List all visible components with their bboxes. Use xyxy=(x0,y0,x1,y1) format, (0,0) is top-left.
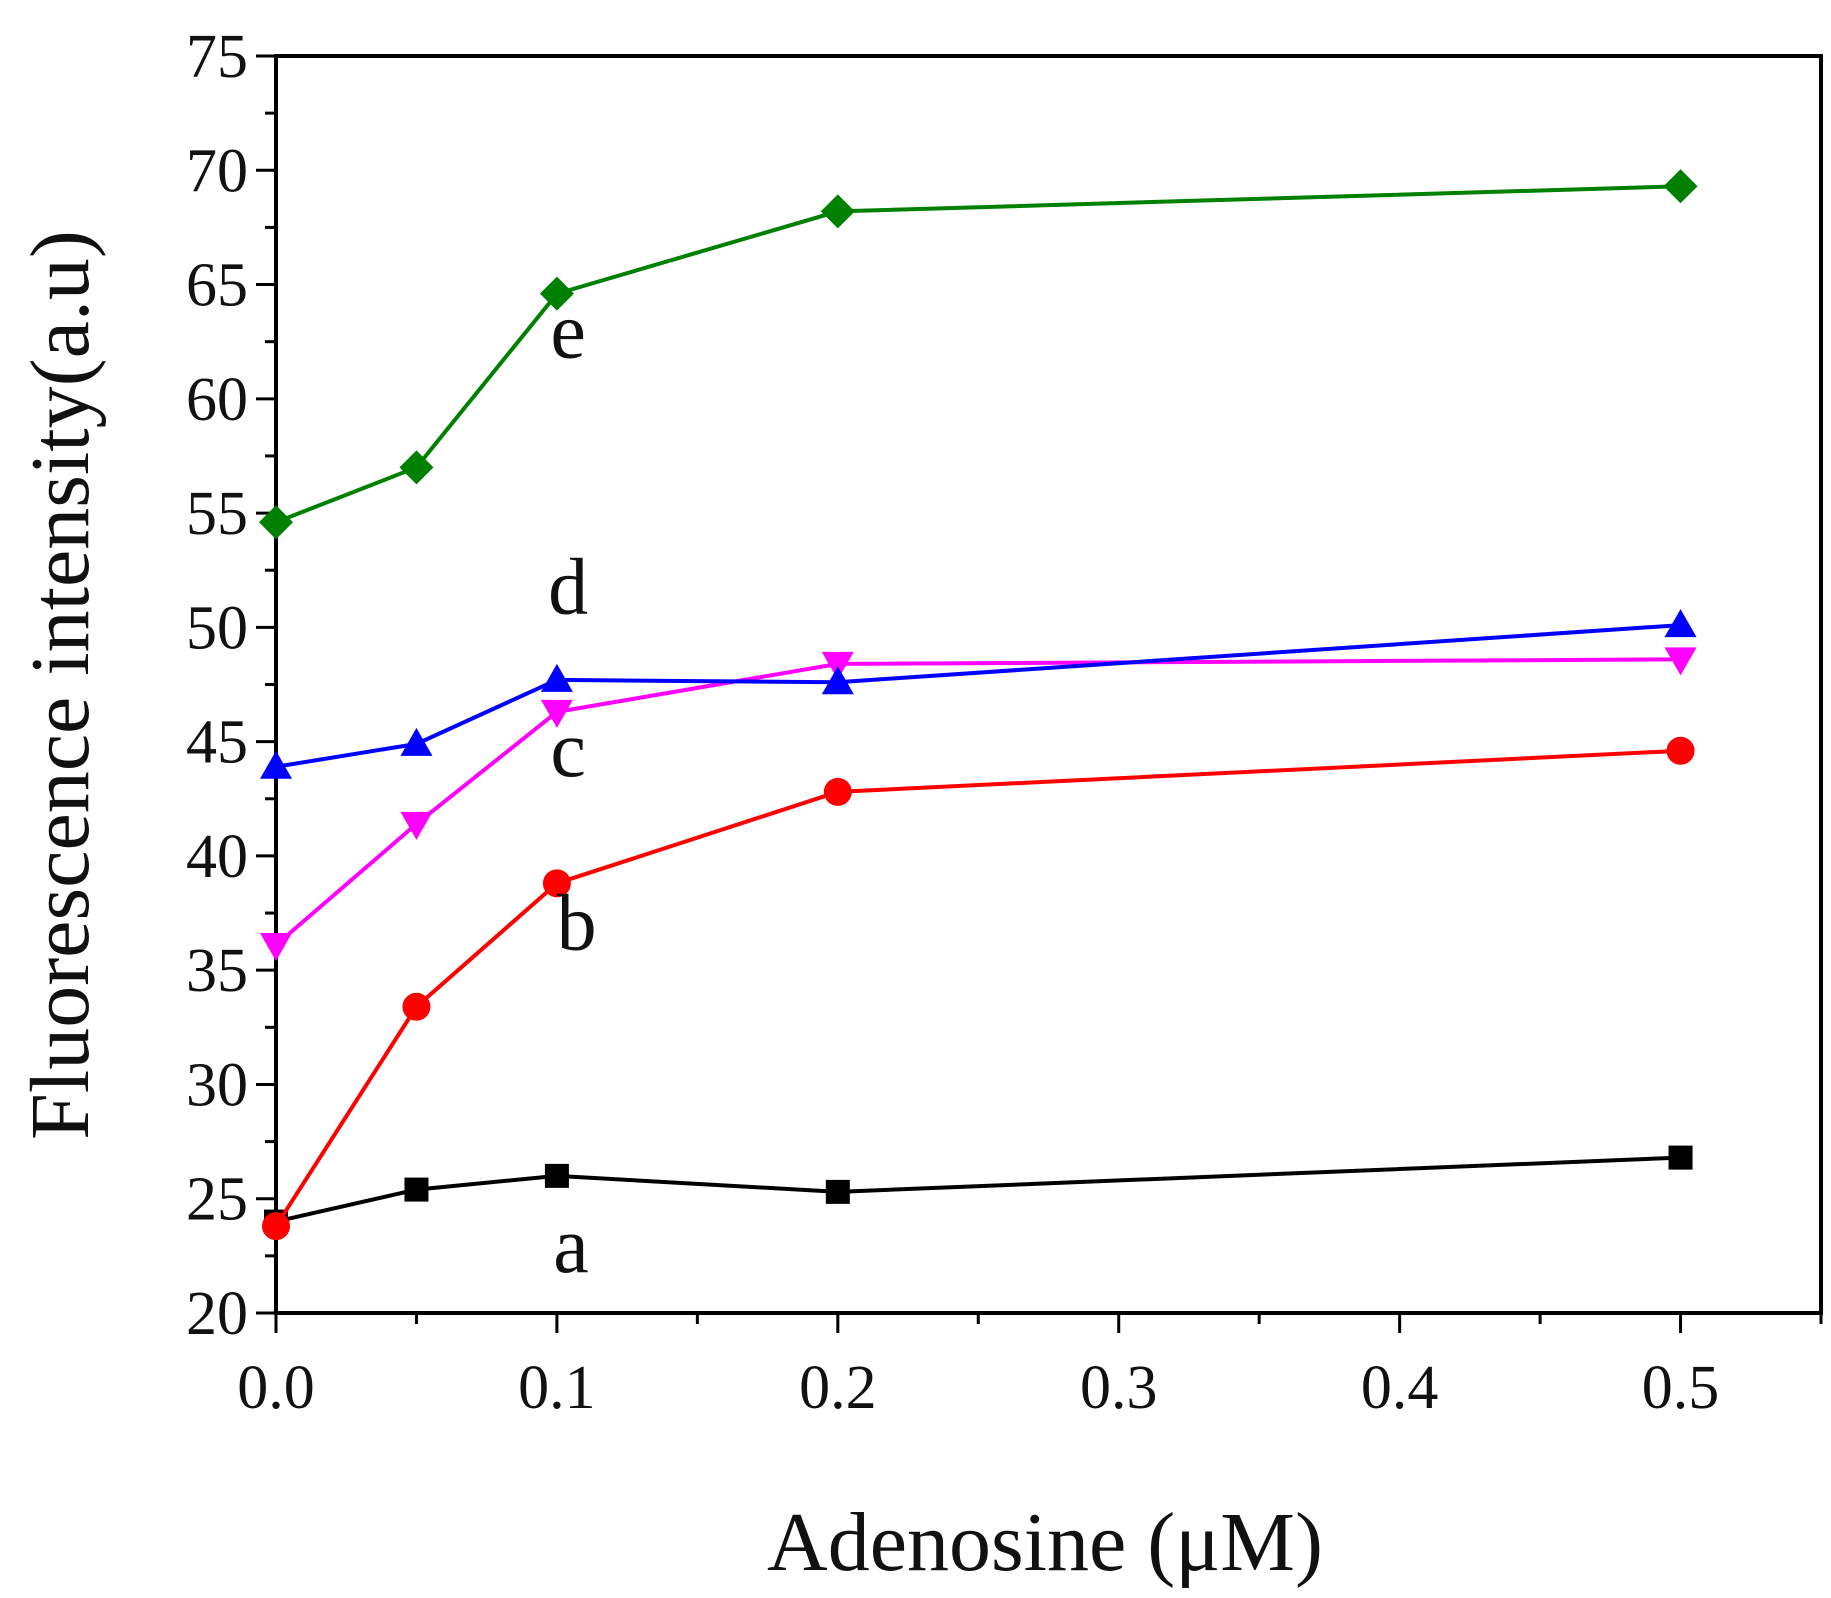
y-tick-label: 35 xyxy=(186,937,248,1005)
y-tick-label: 75 xyxy=(186,23,248,91)
data-point-a xyxy=(825,1179,850,1204)
axis-ticks: 20 25 30 35 40 45 50 55 60 65 70 75 0.0 0.1 0.2 0.3 0.4 0… xyxy=(186,23,1823,1422)
series-e xyxy=(259,169,1698,540)
data-point-c xyxy=(260,933,292,962)
data-point-e xyxy=(539,276,574,311)
y-tick-label: 65 xyxy=(186,252,248,320)
y-axis-title: Fluorescence intensity(a.u) xyxy=(14,230,107,1140)
series-b xyxy=(262,736,1695,1241)
y-tick-label: 30 xyxy=(186,1051,248,1119)
data-point-b xyxy=(1666,736,1695,765)
data-point-b xyxy=(262,1212,290,1241)
data-point-d xyxy=(821,666,854,695)
x-tick-label: 0.3 xyxy=(1080,1354,1158,1422)
series-label-e: e xyxy=(550,288,586,376)
y-tick-label: 20 xyxy=(186,1280,248,1348)
data-point-c xyxy=(821,651,854,680)
data-point-b xyxy=(402,992,431,1021)
y-tick-label: 25 xyxy=(186,1166,248,1234)
data-point-b xyxy=(823,777,852,806)
data-point-b xyxy=(542,869,571,898)
data-point-c xyxy=(1664,647,1697,676)
data-point-a xyxy=(1668,1145,1693,1170)
y-tick-label: 50 xyxy=(186,594,248,662)
data-point-e xyxy=(259,505,293,540)
x-tick-label: 0.1 xyxy=(518,1354,596,1422)
data-point-d xyxy=(540,663,573,692)
series-line-b xyxy=(274,748,1681,1228)
series-c xyxy=(260,647,1697,962)
series-label-d: d xyxy=(548,544,588,632)
data-point-e xyxy=(399,450,434,485)
annotation-layer: a bcd e xyxy=(548,288,596,1290)
data-point-c xyxy=(400,811,433,840)
series-d xyxy=(260,609,1697,779)
data-point-d xyxy=(1664,609,1697,638)
data-point-d xyxy=(400,727,433,756)
series-label-b: b xyxy=(557,880,597,968)
x-axis-title: Adenosine (μM) xyxy=(767,1496,1323,1589)
data-point-e xyxy=(820,194,855,229)
series-a xyxy=(264,1145,1693,1234)
series-line-d xyxy=(275,623,1681,769)
y-tick-label: 70 xyxy=(186,137,248,205)
data-point-a xyxy=(404,1177,429,1202)
x-tick-label: 0.4 xyxy=(1361,1354,1439,1422)
data-point-d xyxy=(260,750,292,779)
x-tick-label: 0.5 xyxy=(1642,1354,1720,1422)
x-tick-label: 0.2 xyxy=(799,1354,877,1422)
series-line-a xyxy=(275,1155,1681,1224)
y-tick-label: 40 xyxy=(186,823,248,891)
data-point-c xyxy=(540,699,573,728)
x-tick-label: 0.0 xyxy=(237,1354,315,1422)
plot-frame xyxy=(274,54,1823,1315)
series-layer xyxy=(259,169,1698,1241)
data-point-a xyxy=(544,1163,569,1188)
y-tick-label: 55 xyxy=(186,480,248,548)
y-tick-label: 60 xyxy=(186,366,248,434)
y-tick-label: 45 xyxy=(186,709,248,777)
series-label-a: a xyxy=(553,1202,589,1290)
series-line-c xyxy=(274,657,1681,947)
data-point-e xyxy=(1663,169,1698,204)
series-label-c: c xyxy=(550,706,586,794)
series-line-e xyxy=(275,184,1681,525)
